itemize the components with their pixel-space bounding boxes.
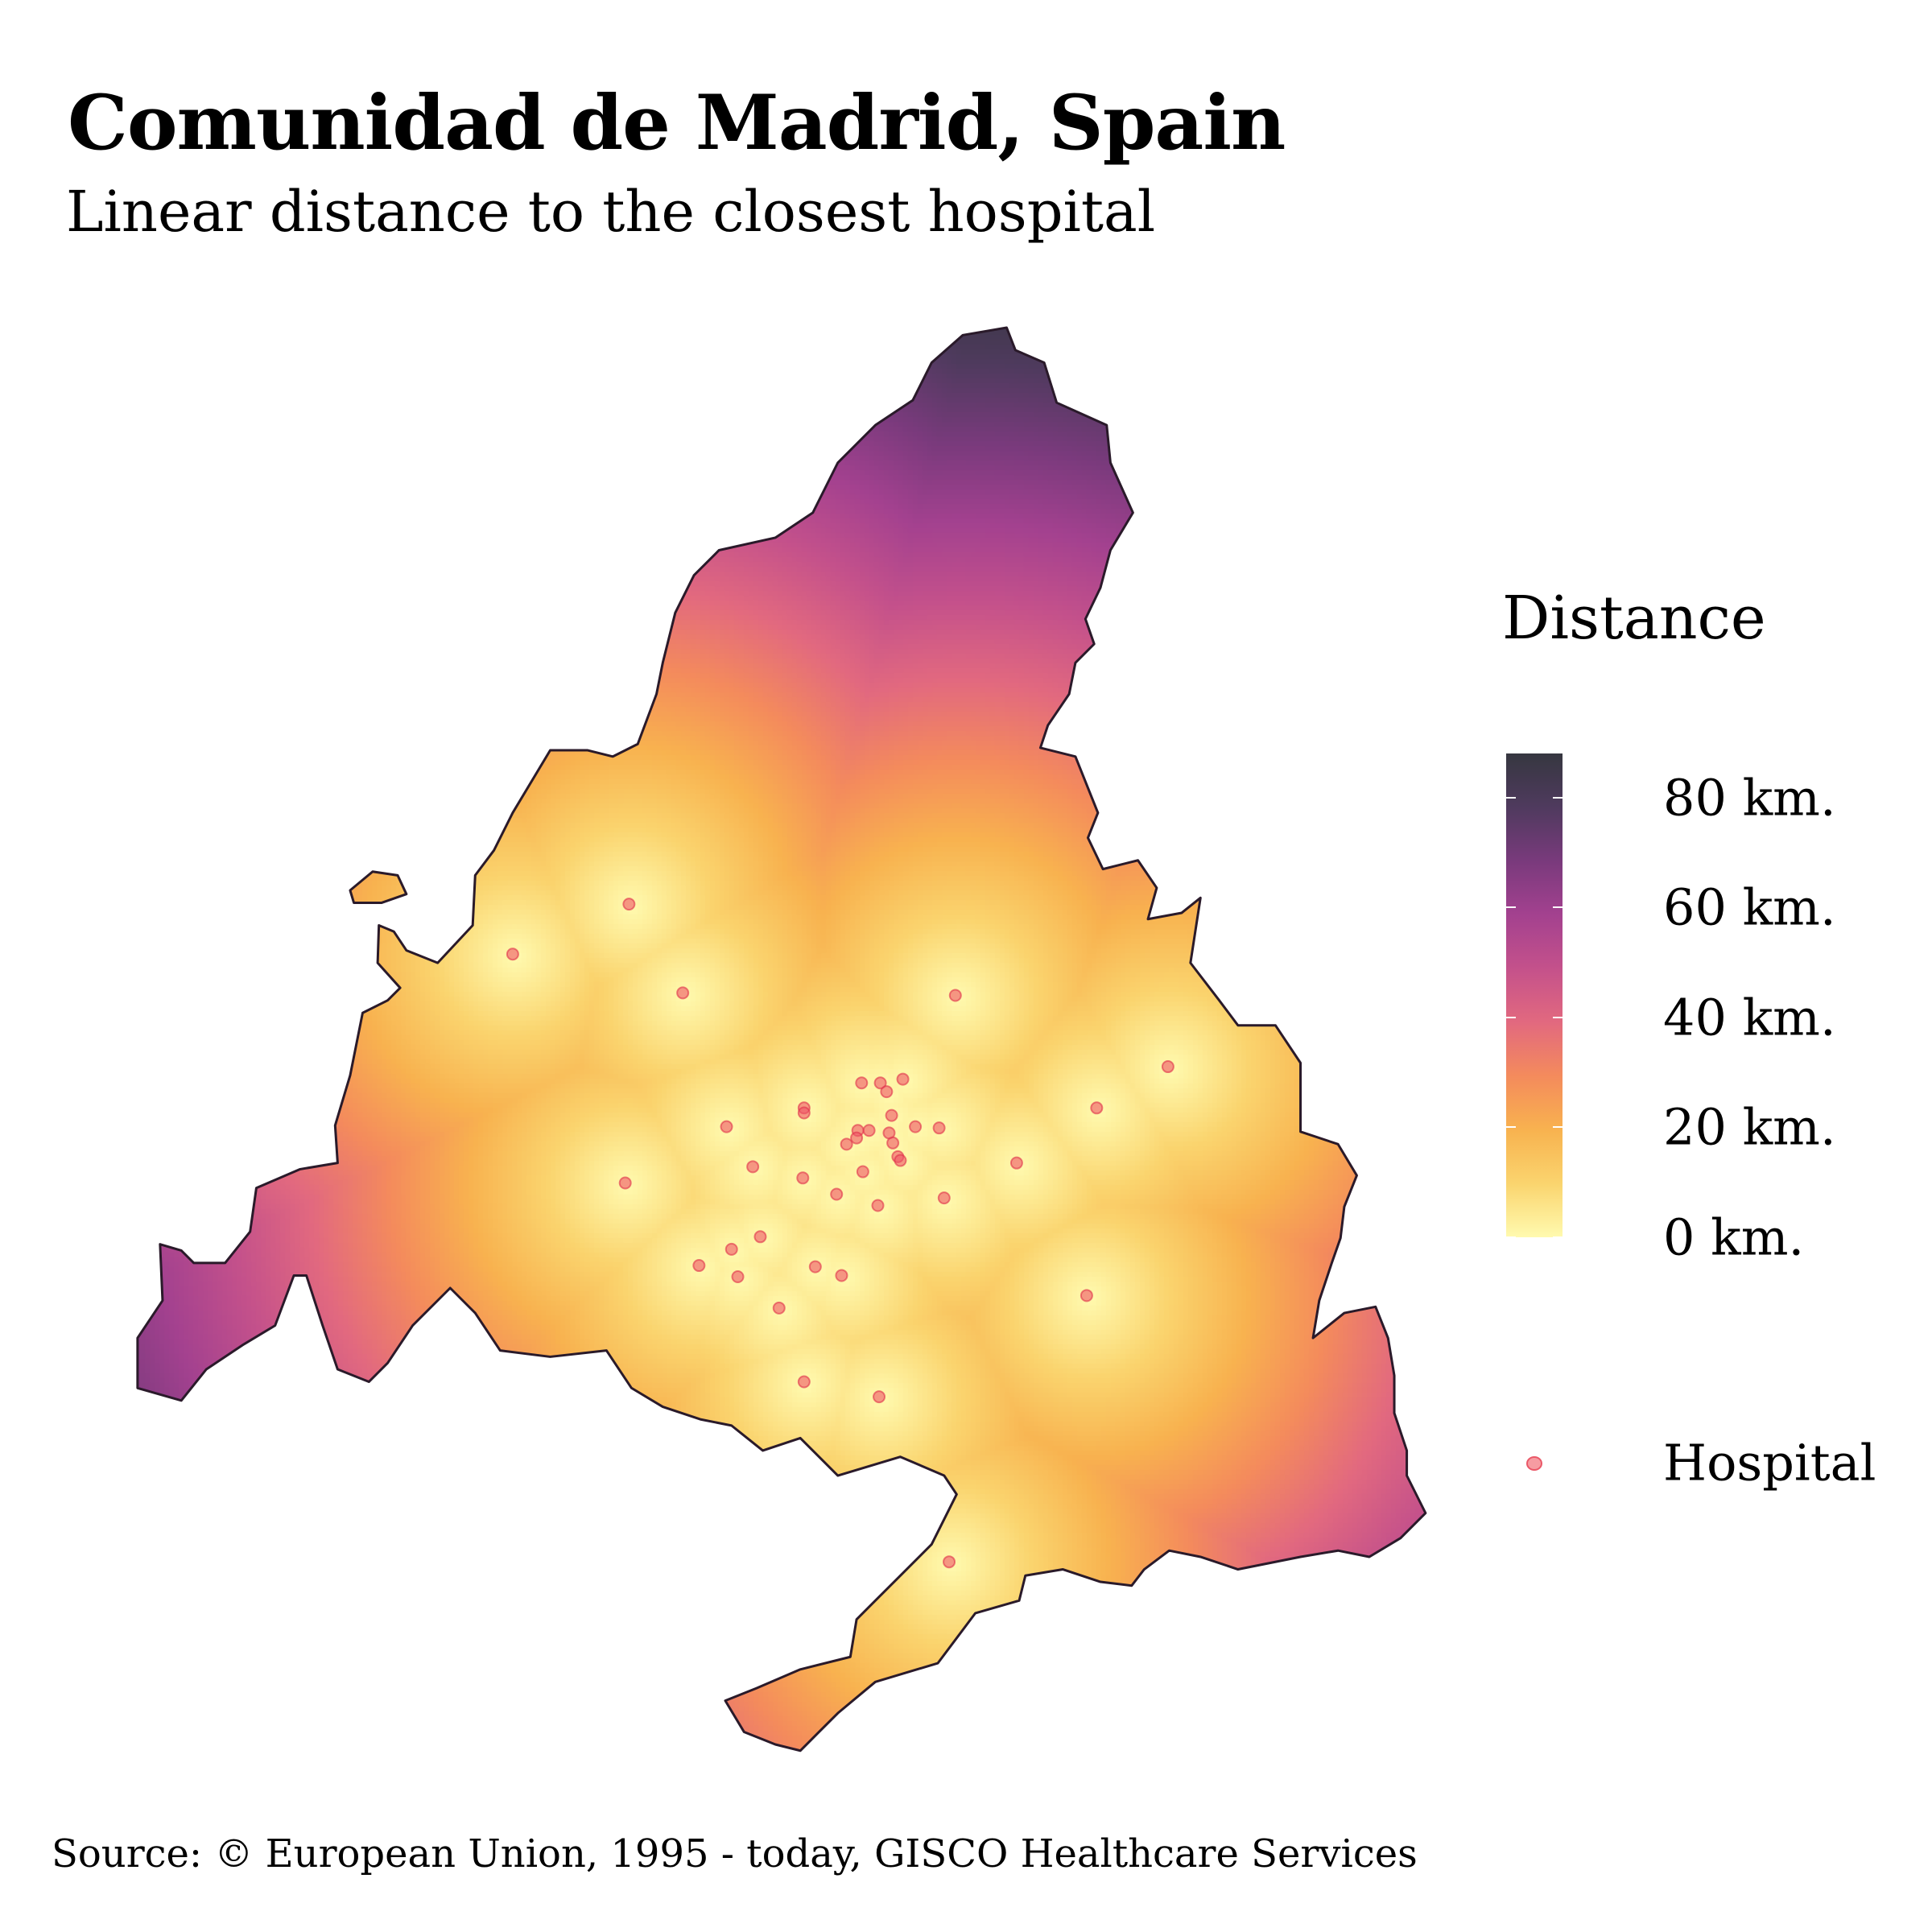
map-title: Comunidad de Madrid, Spain — [68, 79, 1286, 167]
hospital-point — [772, 1301, 786, 1315]
hospital-point — [871, 1199, 885, 1212]
hospital-point — [1080, 1289, 1093, 1302]
colorbar-tick-mark — [1553, 796, 1563, 799]
legend-title: Distance — [1502, 584, 1766, 653]
colorbar-tick-label: 60 km. — [1663, 877, 1836, 937]
hospital-point — [506, 947, 519, 961]
hospital-point — [1090, 1101, 1104, 1115]
hospital-point — [1161, 1060, 1174, 1074]
colorbar-tick-label: 40 km. — [1663, 988, 1836, 1047]
hospital-point — [932, 1121, 946, 1135]
hospital-point — [796, 1171, 810, 1185]
region-exclave-boundary — [349, 870, 408, 905]
colorbar-tick-mark — [1506, 1236, 1516, 1238]
hospital-point — [851, 1124, 865, 1137]
colorbar-tick-label: 80 km. — [1663, 768, 1836, 828]
hospital-point — [692, 1259, 706, 1273]
hospital-point — [731, 1270, 745, 1284]
hospital-point — [753, 1230, 767, 1244]
colorbar-tick-label: 0 km. — [1663, 1208, 1805, 1267]
region-boundary — [136, 326, 1427, 1752]
hospital-point — [746, 1160, 760, 1174]
hospital-point — [724, 1242, 738, 1256]
colorbar-tick-mark — [1506, 1126, 1516, 1129]
hospital-legend-marker — [1526, 1456, 1542, 1471]
hospital-point — [797, 1375, 811, 1389]
hospital-point — [830, 1187, 844, 1201]
hospital-point — [882, 1126, 896, 1140]
hospital-point — [873, 1076, 887, 1090]
hospital-point — [896, 1072, 910, 1086]
colorbar-tick-mark — [1506, 906, 1516, 909]
hospital-point — [850, 1131, 864, 1145]
colorbar-tick-mark — [1553, 1236, 1563, 1238]
hospital-point — [856, 1165, 869, 1179]
map-subtitle: Linear distance to the closest hospital — [66, 179, 1156, 245]
hospital-point — [894, 1154, 907, 1167]
hospital-point — [622, 898, 636, 911]
hospital-point — [873, 1390, 886, 1404]
distance-colorbar — [1506, 753, 1563, 1237]
hospital-point — [886, 1136, 900, 1150]
hospital-point — [943, 1555, 956, 1569]
hospital-legend-label: Hospital — [1663, 1433, 1876, 1492]
hospital-point — [862, 1124, 876, 1137]
hospital-point — [720, 1120, 733, 1133]
hospital-point — [948, 989, 962, 1002]
colorbar-tick-mark — [1553, 1126, 1563, 1129]
hospital-point — [808, 1260, 822, 1274]
hospital-point — [797, 1106, 811, 1120]
hospital-point — [1009, 1156, 1023, 1170]
colorbar-tick-mark — [1553, 906, 1563, 909]
hospital-point — [835, 1269, 848, 1282]
hospital-point — [880, 1085, 894, 1099]
source-caption: Source: © European Union, 1995 - today, … — [52, 1831, 1418, 1876]
hospital-point — [676, 986, 690, 1000]
hospital-point — [909, 1120, 923, 1133]
colorbar-tick-mark — [1506, 1016, 1516, 1018]
hospital-point — [891, 1150, 905, 1163]
hospital-point — [885, 1108, 898, 1122]
hospital-point — [937, 1191, 951, 1205]
hospital-point — [855, 1076, 869, 1090]
hospital-point — [797, 1101, 811, 1115]
hospital-point — [840, 1137, 853, 1151]
colorbar-tick-mark — [1506, 796, 1516, 799]
colorbar-tick-label: 20 km. — [1663, 1097, 1836, 1157]
hospital-point — [618, 1176, 632, 1190]
colorbar-tick-mark — [1553, 1016, 1563, 1018]
